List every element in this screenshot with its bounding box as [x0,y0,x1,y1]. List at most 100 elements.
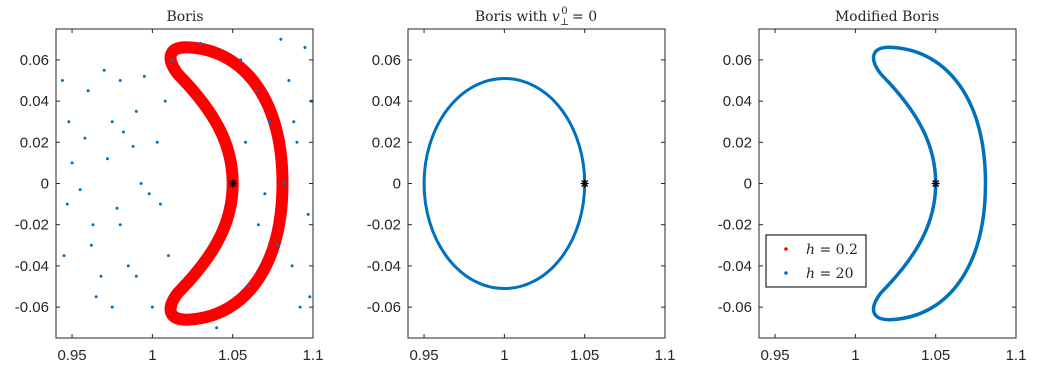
title-prefix: Boris with [475,9,552,25]
scatter-point [306,212,310,216]
scatter-point [170,58,174,62]
panel-title-boris: Boris [166,9,203,25]
scatter-point [287,79,291,82]
scatter-point [290,264,294,268]
title-var-v: v [552,9,560,25]
y-tick-label: -0.06 [15,299,49,316]
legend-box [765,234,867,288]
panel-boris: Boris 0.95 1 1.05 1.1 0.06 0.04 0.02 0 -0.02 -0.0… [15,9,324,364]
scatter-point [142,74,146,78]
scatter-point [83,136,87,140]
scatter-point [78,188,82,192]
panel-boris-v-zero: Boris with v⊥0 = 0 0.95 1 1.05 1.10.060.040… [367,6,676,364]
scatter-point [292,120,296,124]
panel-title-boris-v-zero: Boris with v⊥0 = 0 [475,6,597,28]
scatter-point [62,254,66,258]
panel-modified-boris: Modified Boris 0.95 1 1.05 1.1 0.06 0.04 0.02 0… [718,9,1027,364]
x-tick-label: 1 [500,347,508,364]
scatter-point [102,68,106,72]
scatter-point [121,130,125,134]
scatter-point [86,89,90,93]
y-tick-label: -0.06 [367,299,401,316]
y-tick-label: 0 [393,176,401,193]
start-point-marker [228,179,237,188]
scatter-point [215,326,219,330]
y-tick-label: 0 [41,176,49,193]
scatter-point [256,223,260,227]
scatter-point [60,79,64,82]
scatter-point [110,120,114,124]
x-tick-label: 1.1 [655,347,676,364]
scatter-point [282,182,286,185]
panel-title-modified-boris: Modified Boris [835,9,939,25]
y-tick-label: 0 [744,176,752,193]
x-tick-label: 0.95 [57,347,86,364]
y-tick-label: -0.02 [15,217,49,234]
x-tick-label: 1.1 [303,347,324,364]
scatter-point [115,206,119,210]
scatter-point [67,120,71,124]
title-sup-zero: 0 [561,6,567,17]
scatter-point [166,254,170,258]
legend-label-h-20: h = 20 [806,266,853,282]
scatter-point [239,58,243,62]
y-tick-label: 0.06 [723,52,752,69]
scatter-point [105,157,109,161]
scatter-point [303,46,307,50]
y-tick-label: 0.02 [372,134,401,151]
y-tick-label: -0.06 [718,299,752,316]
scatter-point [99,274,103,278]
scatter-point [110,305,114,309]
series-ellipse [422,76,587,291]
scatter-point [298,305,302,309]
plot-area [871,45,988,322]
scatter-point [94,295,98,299]
scatter-point [279,37,283,41]
start-point-marker [580,179,589,188]
title-sub-perp: ⊥ [560,17,569,28]
legend-marker-h-20 [784,271,788,275]
scatter-point [244,140,248,144]
y-tick-label: 0.02 [20,134,49,151]
scatter-point [155,140,159,144]
x-tick-label: 1 [148,347,156,364]
y-tick-label: 0.06 [372,52,401,69]
scatter-point [255,89,259,93]
scatter-point [199,41,203,45]
scatter-point [295,140,299,144]
scatter-point [126,264,130,268]
scatter-point [89,243,93,247]
scatter-point [118,223,122,227]
scatter-point [247,285,251,288]
scatter-point [134,274,138,278]
x-tick-label: 0.95 [409,347,438,364]
y-tick-label: 0.04 [372,93,401,110]
plot-area [60,37,313,330]
title-suffix: = 0 [568,9,598,25]
legend-label-h-0-2: h = 0.2 [806,242,858,258]
scatter-point [65,202,69,206]
y-tick-label: -0.04 [718,258,752,275]
scatter-point [131,144,135,148]
series-crescent-thin [871,45,988,322]
scatter-point [139,182,143,185]
legend-value-h2: = 20 [815,266,853,282]
y-tick-label: -0.02 [718,217,752,234]
scatter-point [134,109,138,113]
x-tick-label: 1.1 [1006,347,1027,364]
x-tick-label: 1 [851,347,859,364]
axes-box [758,28,1017,339]
scatter-point [91,223,95,227]
legend-var-h1: h [806,242,815,258]
y-tick-label: 0.02 [723,134,752,151]
y-tick-label: 0.04 [723,93,752,110]
y-tick-label: 0.06 [20,52,49,69]
scatter-point [150,305,154,309]
legend-var-h2: h [806,266,815,282]
start-point-marker [931,179,940,188]
scatter-point [268,120,272,124]
scatter-point [163,99,167,103]
x-tick-label: 1.05 [921,347,950,364]
scatter-point [263,192,267,196]
